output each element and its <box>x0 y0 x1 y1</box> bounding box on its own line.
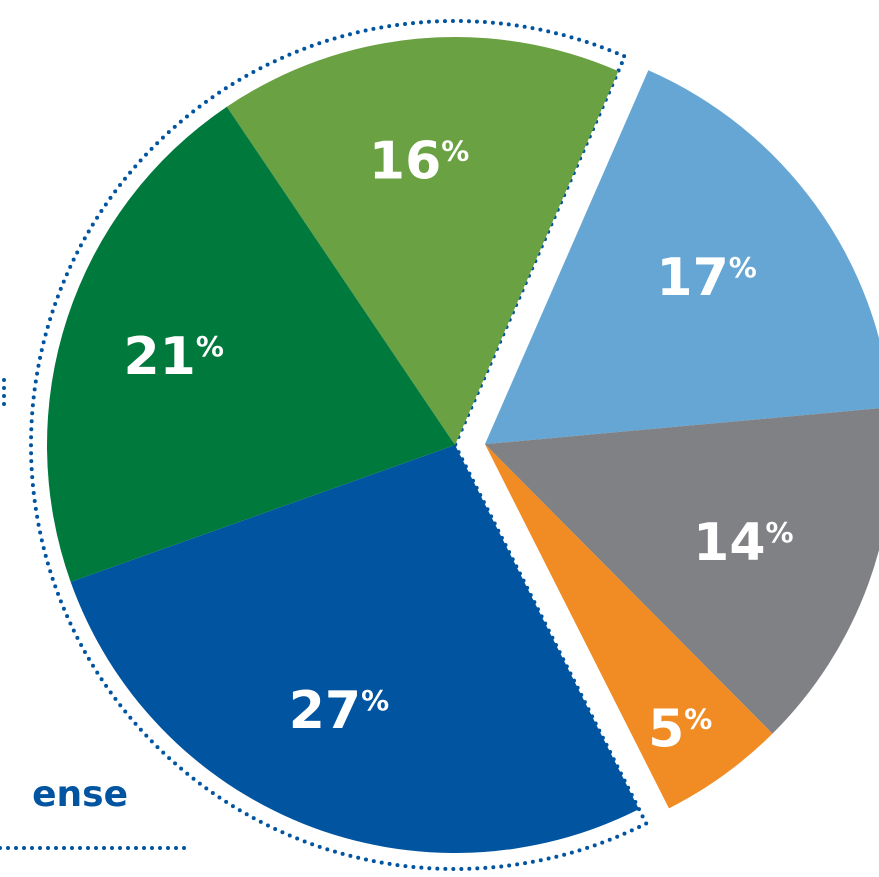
pie-slice-21 <box>46 106 455 582</box>
pie-slice-27 <box>70 445 639 853</box>
slice-label-21: 21% <box>123 327 223 387</box>
slice-label-14: 14% <box>693 513 793 573</box>
slice-label-17: 17% <box>656 248 756 308</box>
pie-slice-17 <box>484 70 879 445</box>
pie-slices <box>46 36 879 853</box>
pie-slice-16 <box>226 36 619 446</box>
slice-label-27: 27% <box>289 681 389 741</box>
slice-label-16: 16% <box>369 132 469 192</box>
slice-label-5: 5% <box>648 700 712 760</box>
side-annotation: ense <box>0 378 190 850</box>
pie-slice-5 <box>484 444 773 809</box>
slice-labels: 16% 17% 14% 5% 27% 21% <box>123 132 793 760</box>
pie-slice-14 <box>484 408 879 734</box>
side-label-text: ense <box>32 774 128 815</box>
